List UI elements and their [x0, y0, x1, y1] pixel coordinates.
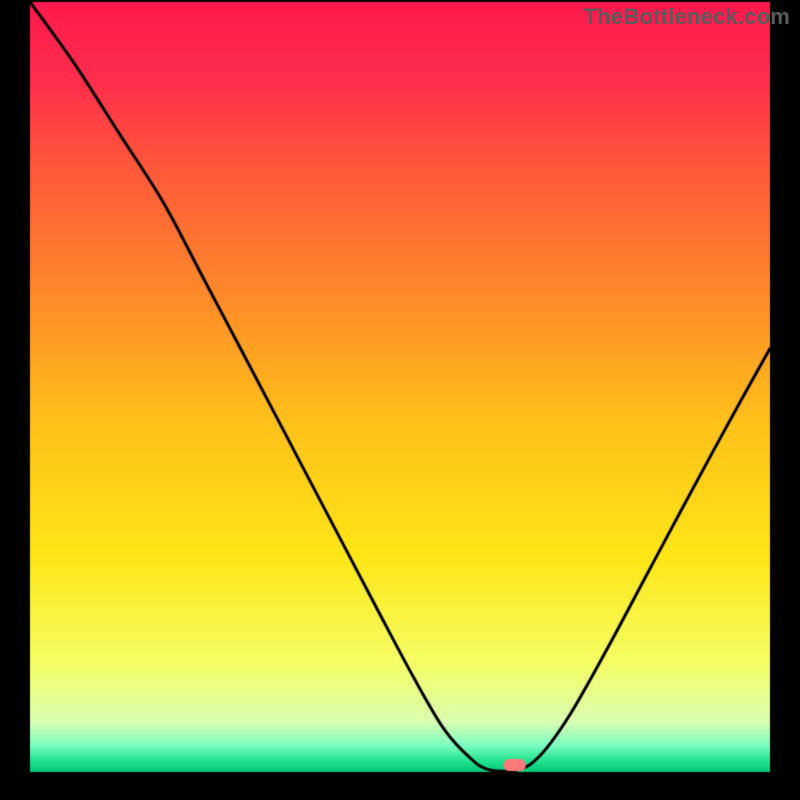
watermark-text: TheBottleneck.com	[584, 4, 790, 30]
chart-container: TheBottleneck.com	[0, 0, 800, 800]
bottleneck-curve-chart	[0, 0, 800, 800]
